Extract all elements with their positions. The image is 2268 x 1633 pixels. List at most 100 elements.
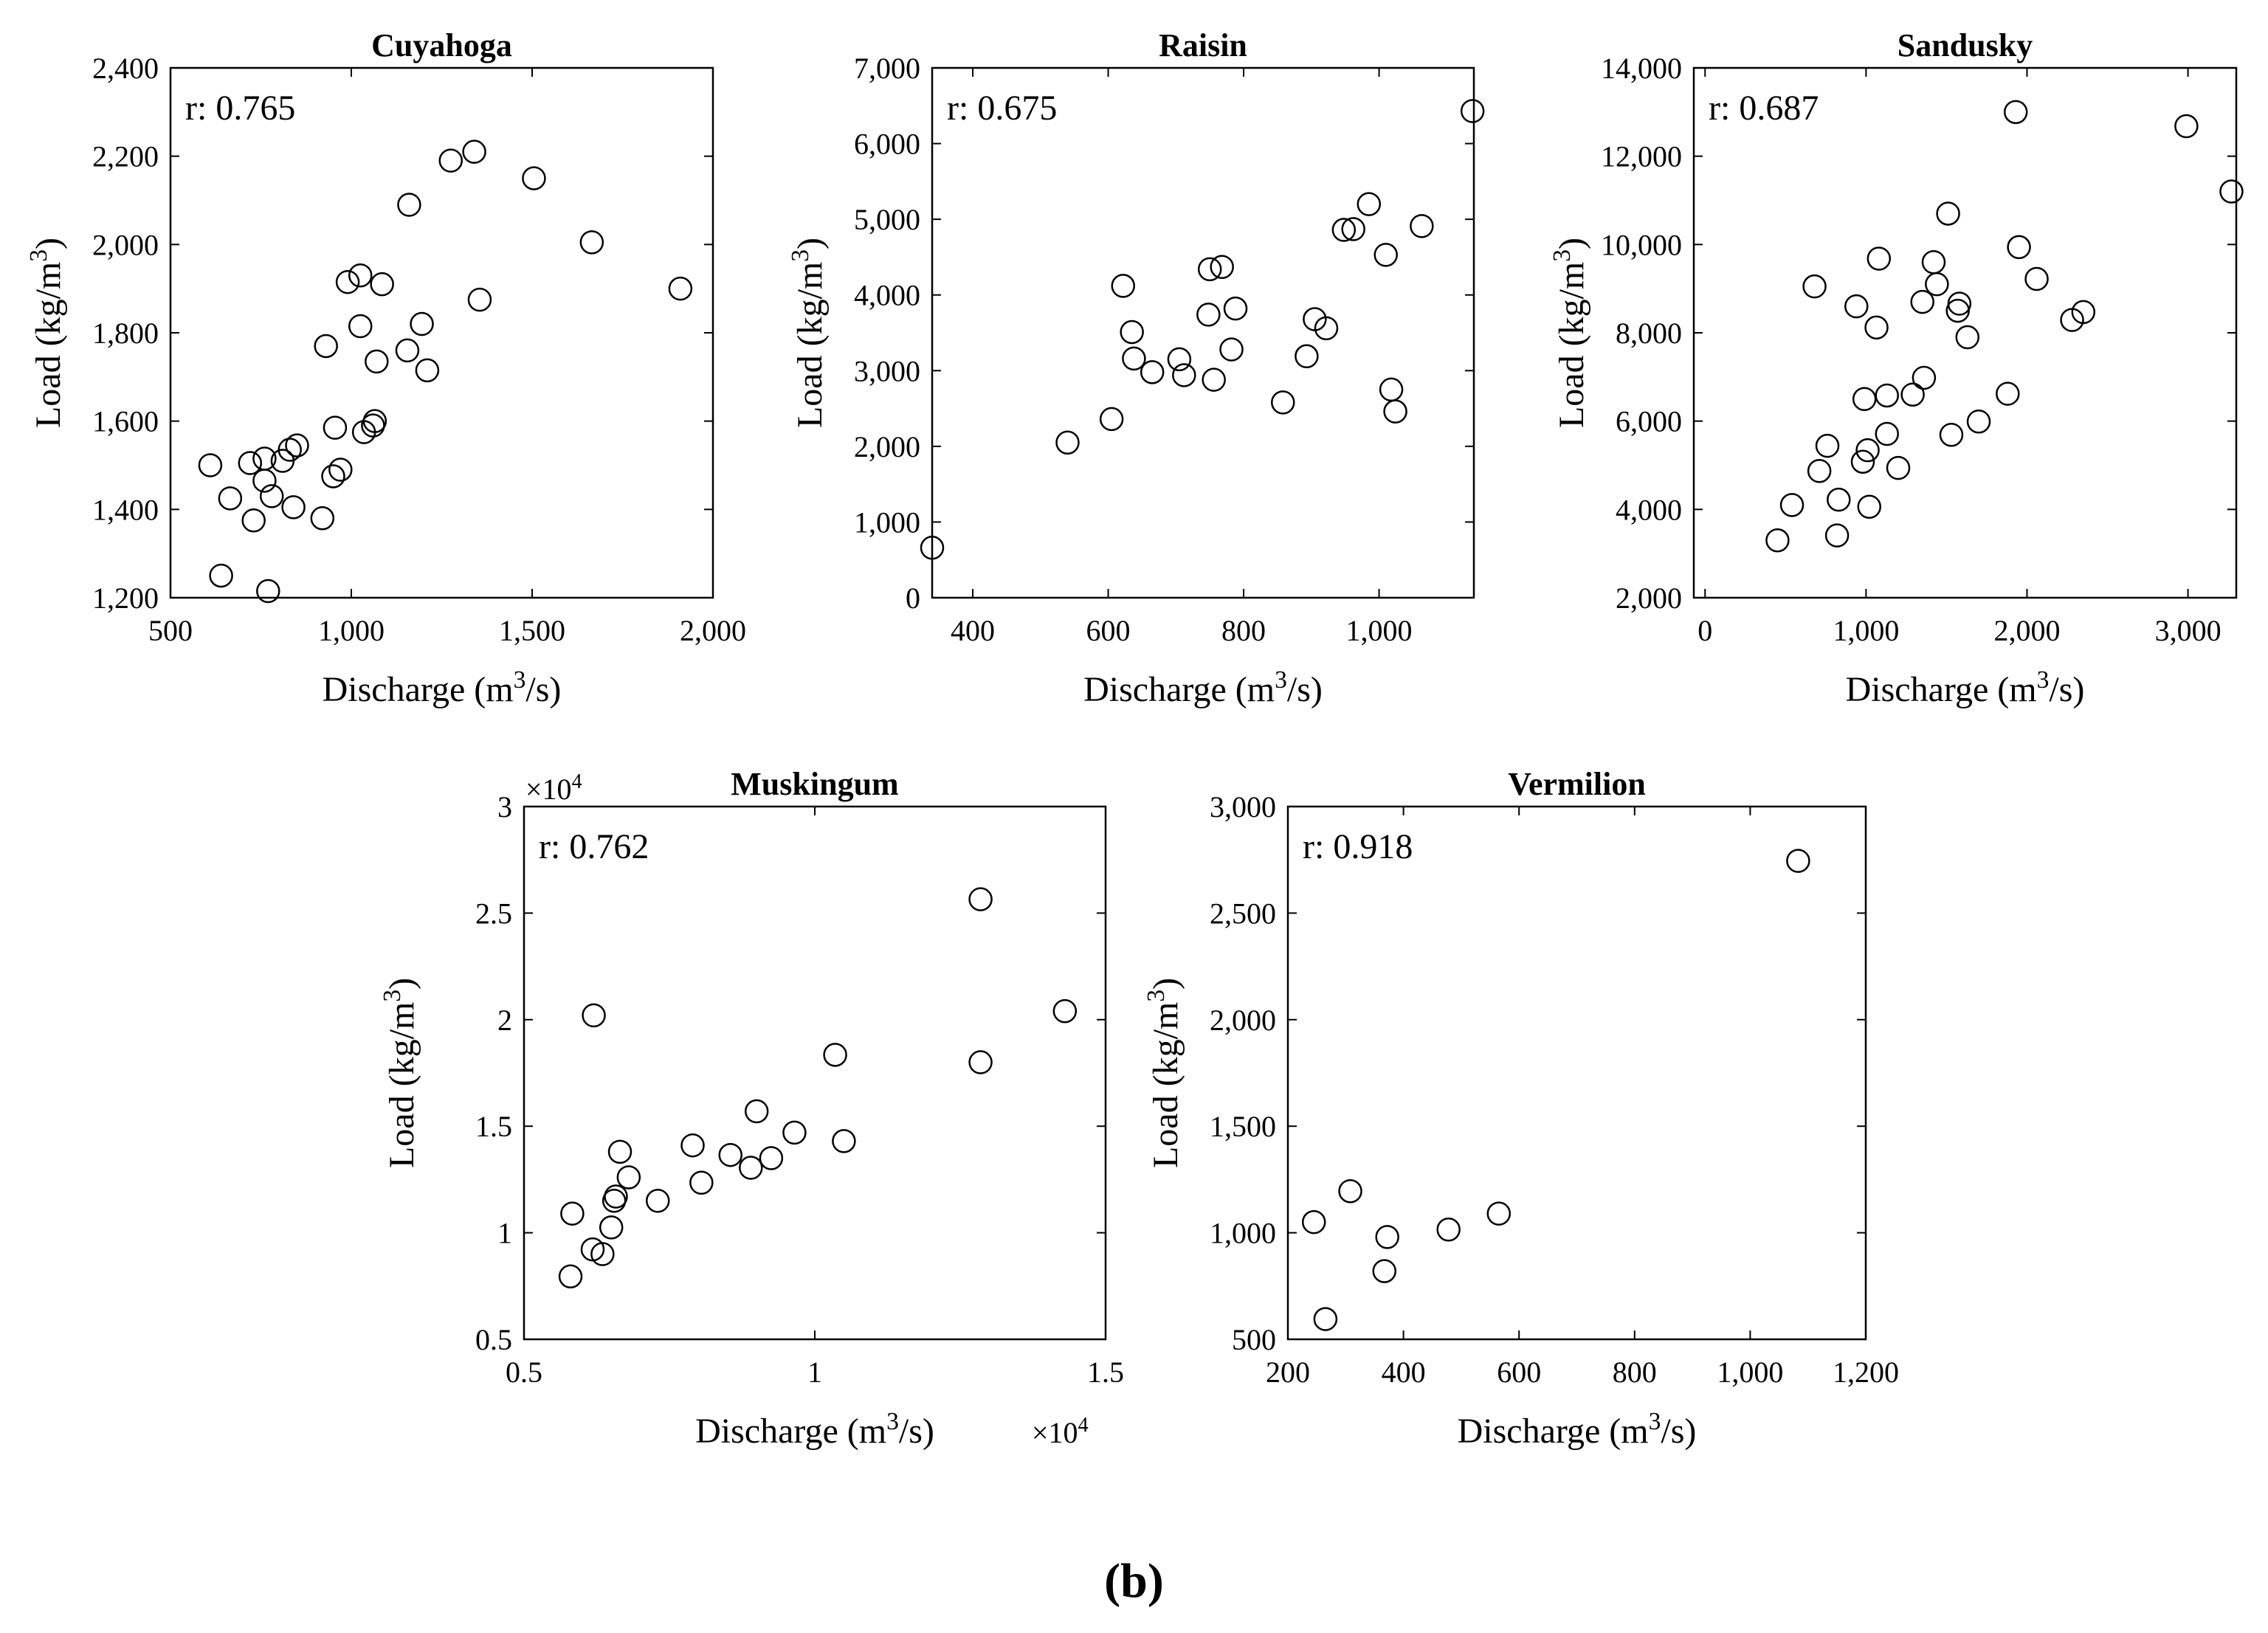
- cuyahoga-xtick-label: 1,500: [499, 614, 565, 647]
- sandusky-data-point: [1864, 315, 1889, 340]
- sandusky-ytick-label: 4,000: [1616, 493, 1682, 526]
- muskingum-y-multiplier: ×104: [525, 770, 582, 807]
- cuyahoga-ytick-label: 1,400: [92, 493, 159, 526]
- cuyahoga-ytick-label: 2,400: [92, 52, 159, 85]
- vermilion-ytick-label: 1,500: [1210, 1110, 1276, 1143]
- raisin-title: Raisin: [1159, 27, 1247, 63]
- cuyahoga-xtick-label: 2,000: [680, 614, 746, 647]
- sandusky-plot-frame: [1692, 66, 2238, 599]
- cuyahoga-data-point: [198, 453, 223, 477]
- sandusky-ytick-label: 8,000: [1616, 317, 1682, 350]
- raisin-ytick-label: 1,000: [854, 505, 920, 539]
- cuyahoga-data-point: [438, 148, 463, 173]
- muskingum-ytick-label: 3: [497, 790, 512, 824]
- cuyahoga-ytick-label: 1,200: [92, 581, 159, 615]
- vermilion-data-point: [1486, 1201, 1512, 1226]
- sandusky-ytick-label: 12,000: [1601, 140, 1682, 173]
- raisin-data-point: [1331, 218, 1357, 242]
- muskingum-r-annotation: r: 0.762: [539, 827, 649, 866]
- subplot-muskingum: 0.5 1 1.5 0.5 1 1.5 2 2.5 3 Muskingum r: 0.762 Disc…: [379, 766, 1125, 1451]
- cuyahoga-ytick-label: 2,200: [92, 140, 159, 173]
- cuyahoga-r-annotation: r: 0.765: [185, 89, 295, 128]
- cuyahoga-data-point: [348, 314, 373, 339]
- vermilion-xtick-label: 1,200: [1833, 1356, 1899, 1389]
- sandusky-data-point: [1912, 365, 1937, 390]
- muskingum-ytick-label: 2.5: [475, 897, 512, 930]
- cuyahoga-data-point: [218, 486, 243, 511]
- sandusky-data-point: [1852, 387, 1877, 411]
- muskingum-data-point: [968, 1050, 993, 1074]
- vermilion-ytick-label: 2,500: [1210, 897, 1276, 930]
- subplot-sandusky: 0 1,000 2,000 3,000 2,000 4,000 6,000 8,000 10,0…: [1548, 27, 2244, 709]
- muskingum-data-point: [645, 1189, 670, 1213]
- sandusky-ytick-label: 14,000: [1601, 52, 1682, 85]
- sandusky-data-point: [1807, 459, 1832, 483]
- sandusky-data-point: [1925, 272, 1949, 297]
- muskingum-data-point: [968, 887, 993, 911]
- muskingum-data-point: [782, 1120, 807, 1145]
- raisin-data-point: [1223, 296, 1248, 321]
- cuyahoga-data-point: [415, 358, 440, 383]
- raisin-ytick-label: 4,000: [854, 279, 920, 312]
- subplot-vermilion: 200 400 600 800 1,000 1,200 500 1,000 1,500 2,000…: [1142, 766, 1900, 1451]
- muskingum-data-point: [607, 1139, 633, 1164]
- sandusky-data-point: [1867, 246, 1892, 271]
- muskingum-data-point: [689, 1170, 714, 1195]
- raisin-data-point: [1111, 274, 1135, 298]
- muskingum-ytick-label: 1: [497, 1217, 512, 1250]
- muskingum-title: Muskingum: [731, 766, 898, 802]
- muskingum-ytick-label: 0.5: [475, 1323, 512, 1356]
- vermilion-plot-frame: [1286, 805, 1867, 1341]
- sandusky-xtick-label: 0: [1697, 614, 1712, 647]
- raisin-data-point: [1099, 407, 1124, 432]
- sandusky-data-point: [1875, 383, 1899, 408]
- raisin-data-point: [1410, 214, 1434, 238]
- sandusky-data-point: [1955, 325, 1980, 350]
- muskingum-y-axis-label: Load (kg/m3): [379, 978, 422, 1168]
- sandusky-data-point: [1815, 433, 1840, 458]
- cuyahoga-data-point: [335, 269, 360, 294]
- sandusky-data-point: [2071, 300, 2096, 325]
- raisin-r-annotation: r: 0.675: [947, 89, 1057, 128]
- sandusky-xtick-label: 3,000: [2155, 614, 2222, 647]
- cuyahoga-data-point: [668, 276, 693, 301]
- muskingum-ytick-label: 1.5: [475, 1110, 512, 1143]
- raisin-data-point: [1120, 320, 1144, 345]
- raisin-data-point: [1383, 399, 1407, 424]
- muskingum-data-point: [823, 1043, 847, 1067]
- muskingum-xtick-label: 1.5: [1087, 1356, 1124, 1389]
- muskingum-data-point: [616, 1165, 641, 1190]
- cuyahoga-data-point: [321, 464, 345, 488]
- cuyahoga-y-axis-label: Load (kg/m3): [25, 238, 69, 428]
- subplot-cuyahoga: 500 1,000 1,500 2,000 1,200 1,400 1,600 1,800 2,…: [25, 27, 747, 709]
- raisin-data-point: [1167, 347, 1192, 372]
- sandusky-data-point: [1844, 294, 1869, 319]
- raisin-y-axis-label: Load (kg/m3): [787, 238, 830, 428]
- vermilion-ytick-label: 2,000: [1210, 1004, 1276, 1037]
- cuyahoga-data-point: [395, 338, 420, 363]
- muskingum-data-point: [1052, 998, 1078, 1023]
- vermilion-x-axis-label: Discharge (m3/s): [1458, 1408, 1697, 1451]
- raisin-plot-frame: [931, 66, 1475, 599]
- sandusky-data-point: [1900, 382, 1925, 407]
- raisin-data-point: [1197, 257, 1222, 282]
- vermilion-title: Vermilion: [1508, 766, 1646, 802]
- raisin-data-point: [1314, 316, 1339, 341]
- raisin-ytick-label: 0: [906, 581, 920, 615]
- vermilion-xtick-label: 800: [1613, 1356, 1657, 1389]
- cuyahoga-ytick-label: 1,800: [92, 317, 159, 350]
- cuyahoga-data-point: [410, 311, 434, 336]
- raisin-data-point: [1202, 367, 1226, 392]
- cuyahoga-data-point: [348, 263, 373, 288]
- cuyahoga-ytick-label: 1,600: [92, 405, 159, 438]
- cuyahoga-xtick-label: 500: [148, 614, 193, 647]
- sandusky-data-point: [1921, 250, 1946, 275]
- cuyahoga-data-point: [365, 349, 389, 374]
- muskingum-data-point: [582, 1003, 606, 1028]
- muskingum-xtick-label: 0.5: [506, 1356, 542, 1389]
- cuyahoga-data-point: [241, 508, 266, 533]
- muskingum-data-point: [739, 1156, 763, 1180]
- raisin-data-point: [1196, 303, 1221, 327]
- sandusky-data-point: [2174, 114, 2199, 139]
- vermilion-data-point: [1301, 1209, 1326, 1235]
